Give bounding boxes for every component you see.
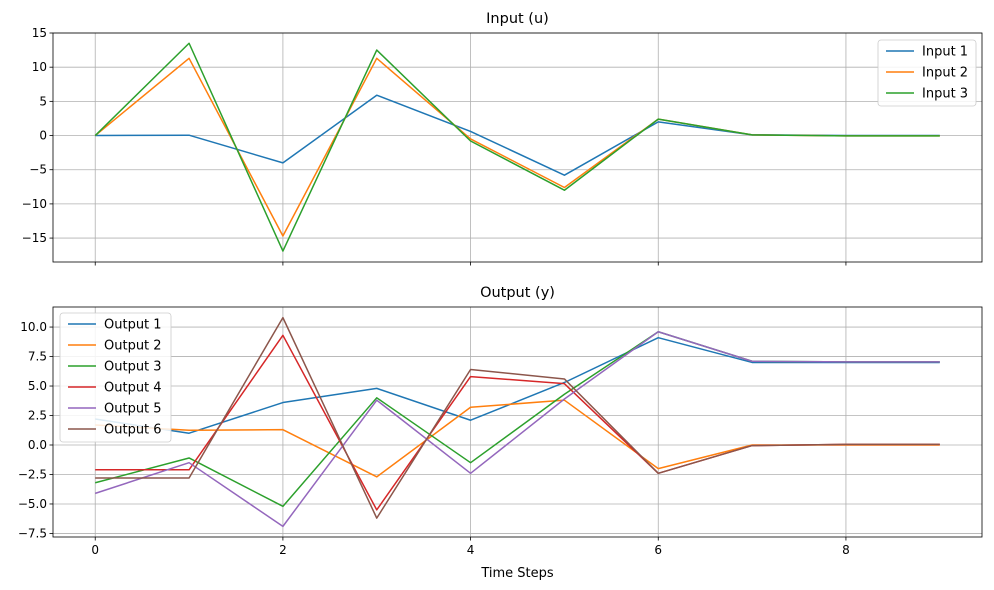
legend-box	[877, 39, 977, 107]
legend-label: Output 5	[104, 402, 162, 417]
y-tick-label: 5.0	[28, 379, 47, 393]
y-tick-label: 0	[39, 129, 47, 143]
series-line-output-2	[95, 399, 940, 478]
y-tick-label: −10	[22, 197, 47, 211]
y-tick-label: 2.5	[28, 409, 47, 423]
y-tick-label: 0.0	[28, 438, 47, 452]
x-tick-label: 0	[91, 543, 99, 557]
y-tick-label: −2.5	[18, 467, 47, 481]
series-line-output-3	[95, 331, 940, 508]
series-line-output-6	[95, 316, 940, 519]
legend: Input 1 Input 2 Input 3	[877, 39, 977, 107]
x-tick-label: 2	[279, 543, 287, 557]
y-tick-label: 10	[32, 60, 47, 74]
y-tick-label: 7.5	[28, 350, 47, 364]
series-line-output-1	[95, 336, 940, 434]
x-tick-label: 6	[654, 543, 662, 557]
series-line-output-5	[94, 331, 940, 528]
chart-title: Input (u)	[486, 11, 549, 27]
y-tick-label: −15	[22, 231, 47, 245]
y-tick-label: 5	[39, 94, 47, 108]
legend-label: Input 2	[922, 66, 968, 81]
y-tick-label: −5	[29, 163, 47, 177]
x-tick-label: 8	[842, 543, 850, 557]
legend-label: Output 6	[104, 423, 162, 438]
legend-label: Output 4	[104, 381, 162, 396]
legend-label: Output 1	[104, 318, 162, 333]
legend-label: Input 3	[922, 87, 968, 102]
y-tick-label: −5.0	[18, 497, 47, 511]
legend-label: Output 2	[104, 339, 162, 354]
y-tick-label: 10.0	[20, 320, 47, 334]
x-axis-label: Time Steps	[480, 566, 554, 581]
axes-frame	[52, 306, 983, 538]
axes-frame	[52, 32, 983, 263]
legend: Output 1 Output 2 Output 3 Output 4 Output 5…	[59, 312, 172, 443]
series-line-input-3	[94, 42, 940, 252]
series-line-input-2	[94, 57, 940, 237]
x-tick-label: 4	[467, 543, 475, 557]
y-tick-label: −7.5	[18, 526, 47, 540]
legend-label: Input 1	[922, 45, 968, 60]
y-tick-label: 15	[32, 26, 47, 40]
legend-label: Output 3	[104, 360, 162, 375]
chart-title: Output (y)	[480, 285, 555, 301]
subplot-2: 0 2 4 6 8 −7.5 −5.0 −2.5 0.0 2.5 5.0 7.5 10.0 Output …	[18, 285, 983, 581]
